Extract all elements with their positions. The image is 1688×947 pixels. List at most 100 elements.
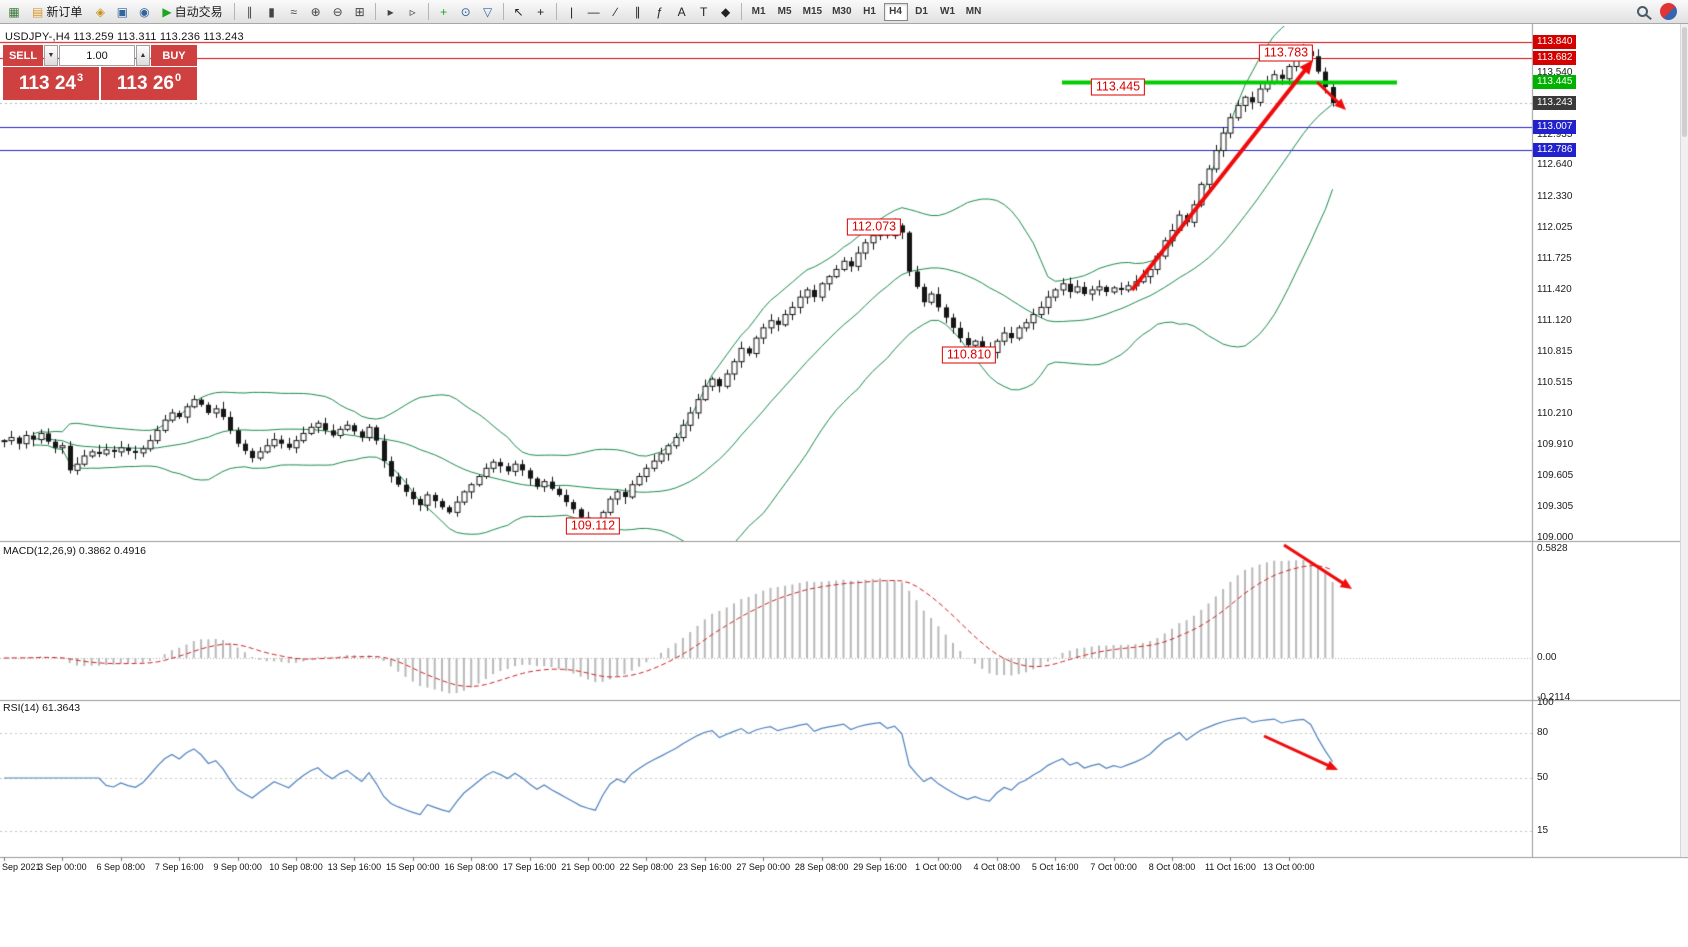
zoom-out-icon[interactable]: ⊖ [332,4,343,19]
auto-trading-button[interactable]: ▶ 自动交易 [156,2,228,22]
price-annotation: 113.783 [1258,44,1314,62]
time-axis-label: 9 Sep 00:00 [213,862,262,872]
trendline-icon[interactable]: ∕ [614,4,617,19]
time-axis-label: 7 Sep 16:00 [154,862,204,872]
rsi-axis-label: 80 [1537,727,1549,738]
price-axis-label: 110.515 [1537,376,1573,388]
price-tag: 112.786 [1533,142,1577,157]
volume-increase-button[interactable]: ▲ [136,45,150,66]
time-axis-label: 17 Sep 16:00 [502,862,557,872]
time-axis-label: 28 Sep 08:00 [794,862,849,872]
time-axis-label: 4 Oct 08:00 [973,862,1021,872]
new-chart-icon[interactable]: ▦ [8,4,20,19]
price-axis-label: 111.420 [1537,283,1572,295]
timeframe-m30[interactable]: M30 [832,6,852,17]
time-axis-label: 27 Sep 00:00 [736,862,790,872]
time-axis-label: 1 Oct 00:00 [915,862,962,872]
volume-input[interactable] [59,45,135,66]
time-axis-label: 15 Sep 00:00 [386,862,440,872]
channel-icon[interactable]: ∥ [634,4,641,19]
price-tag: 113.682 [1533,51,1577,66]
label-icon[interactable]: T [699,4,708,19]
toolbar-right-group [1637,3,1685,20]
chart-shift-icon[interactable]: ▹ [409,4,416,19]
toolbar-separator [374,3,376,20]
text-icon[interactable]: A [677,4,686,19]
line-chart-type-icon[interactable]: ≈ [290,4,297,19]
time-axis-label: 29 Sep 16:00 [853,862,907,872]
price-tag: 113.840 [1533,34,1577,49]
timeframe-d1[interactable]: D1 [915,6,928,17]
time-axis-label: Sep 2021 [2,862,41,872]
timeframe-group: M1 M5 M15 M30 H1 H4 D1 W1 MN [746,2,987,21]
time-axis-label: 13 Oct 00:00 [1263,862,1315,872]
rsi-axis-label: 100 [1537,697,1554,708]
auto-trading-button-label: 自动交易 [174,5,223,19]
timeframe-m5[interactable]: M5 [777,6,792,17]
time-axis-label: 5 Oct 16:00 [1031,862,1079,872]
price-tag: 113.243 [1533,96,1577,111]
time-axis-label: 3 Sep 00:00 [38,862,87,872]
price-axis-label: 112.025 [1537,221,1573,233]
auto-trading-button-icon: ▶ [162,4,172,19]
chart-canvas[interactable] [0,24,1688,880]
scrollbar-thumb[interactable] [1682,27,1687,137]
time-axis-label: 21 Sep 00:00 [561,862,615,872]
tile-windows-icon[interactable]: ⊞ [354,4,365,19]
timeframe-m15[interactable]: M15 [802,6,823,17]
crosshair-icon[interactable]: + [537,4,545,19]
sell-price-button[interactable]: 113 24 3 [3,67,99,100]
timeframe-h4[interactable]: H4 [883,2,908,21]
buy-price-button[interactable]: 113 26 0 [101,67,197,100]
timeframe-mn[interactable]: MN [965,6,982,17]
vertical-scrollbar[interactable] [1680,24,1688,857]
price-annotation: 113.445 [1090,78,1146,96]
templates-icon[interactable]: ▽ [482,4,493,19]
time-axis-label: 22 Sep 08:00 [619,862,674,872]
macd-axis-label: -0.2114 [1537,691,1571,703]
buy-price-pip: 0 [174,72,182,84]
sell-button[interactable]: SELL [3,45,43,66]
timeframe-h1[interactable]: H1 [863,6,876,17]
price-axis-label: 109.910 [1537,438,1574,450]
auto-scroll-icon[interactable]: ▸ [387,4,394,19]
price-axis-label: 112.330 [1537,190,1573,202]
horizontal-line-icon[interactable]: — [587,4,600,19]
volume-decrease-button[interactable]: ▼ [44,45,58,66]
price-axis-label: 113.540 [1537,66,1573,78]
bar-chart-type-icon[interactable]: ∥ [246,4,253,19]
shapes-icon[interactable]: ◆ [720,4,731,19]
market-watch-icon[interactable]: ◈ [95,4,105,19]
sell-price-pip: 3 [76,72,84,84]
add-indicator-icon[interactable]: + [440,4,448,19]
time-axis-label: 6 Sep 08:00 [96,862,146,872]
toolbar-separator [555,3,557,20]
fibonacci-icon[interactable]: ƒ [656,4,663,19]
vertical-line-icon[interactable]: | [570,4,574,19]
chart-ohlc-title: USDJPY-,H4 113.259 113.311 113.236 113.2… [5,31,244,43]
data-window-icon[interactable]: ▣ [116,4,129,19]
navigator-icon[interactable]: ◉ [139,4,150,19]
candlestick-type-icon[interactable]: ▮ [268,4,275,19]
time-axis-label: 11 Oct 16:00 [1204,862,1256,872]
time-axis-label: 7 Oct 00:00 [1090,862,1137,872]
cursor-icon[interactable]: ↖ [513,4,524,19]
community-icon[interactable] [1660,3,1677,20]
timeframe-m1[interactable]: M1 [751,6,766,17]
one-click-trading-panel: SELL ▼ ▲ BUY 113 243 113 260 [3,45,197,100]
buy-price: 113 26 [116,73,174,94]
price-tag: 113.445 [1533,75,1577,90]
toolbar-separator [502,3,504,20]
time-axis-label: 13 Sep 16:00 [327,862,382,872]
toolbar-separator [427,3,429,20]
search-icon[interactable] [1637,6,1648,17]
new-order-button[interactable]: ▤ 新订单 [26,2,88,22]
macd-axis-label: 0.5828 [1537,543,1568,555]
zoom-in-icon[interactable]: ⊕ [310,4,321,19]
price-annotation: 110.810 [941,346,997,364]
periods-icon[interactable]: ⊙ [460,4,471,19]
timeframe-w1[interactable]: W1 [940,6,956,17]
buy-button[interactable]: BUY [151,45,197,66]
macd-indicator-title: MACD(12,26,9) 0.3862 0.4916 [3,545,147,557]
